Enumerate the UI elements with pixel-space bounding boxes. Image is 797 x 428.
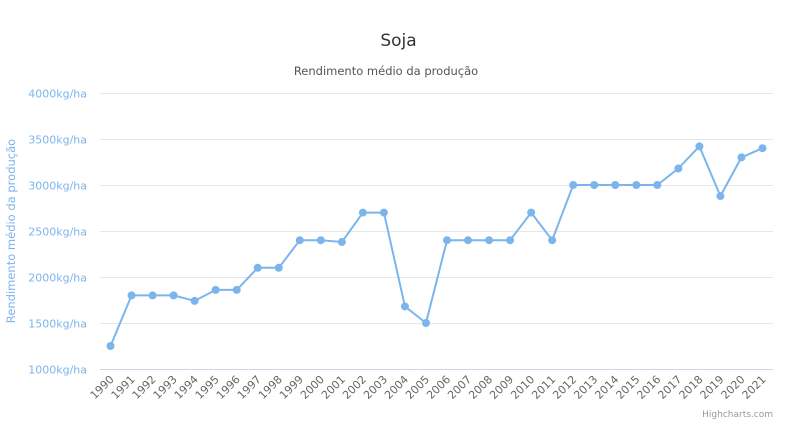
credits-link[interactable]: Highcharts.com bbox=[702, 410, 773, 420]
data-point-1993[interactable] bbox=[169, 291, 178, 300]
data-point-1991[interactable] bbox=[127, 291, 136, 300]
data-point-2017[interactable] bbox=[674, 164, 683, 173]
data-point-2013[interactable] bbox=[590, 181, 599, 189]
chart-subtitle: Rendimento médio da produção bbox=[294, 64, 478, 78]
data-point-2001[interactable] bbox=[337, 238, 346, 247]
data-point-2015[interactable] bbox=[632, 181, 641, 189]
y-tick-label-4000: 4000kg/ha bbox=[28, 88, 87, 101]
data-point-1999[interactable] bbox=[295, 236, 304, 245]
y-tick-label-3000: 3000kg/ha bbox=[28, 180, 87, 193]
data-point-2009[interactable] bbox=[506, 236, 515, 245]
x-tick-label-2021: 2021 bbox=[740, 373, 769, 402]
data-point-1994[interactable] bbox=[190, 296, 199, 305]
data-point-2020[interactable] bbox=[737, 153, 746, 162]
y-tick-label-3500: 3500kg/ha bbox=[28, 134, 87, 147]
y-tick-label-2500: 2500kg/ha bbox=[28, 226, 87, 239]
y-axis-title: Rendimento médio da produção bbox=[4, 139, 18, 323]
series-soja bbox=[106, 142, 767, 350]
series-line bbox=[109, 145, 764, 347]
y-axis-tick-labels: 1000kg/ha 1500kg/ha 2000kg/ha 2500kg/ha 3000… bbox=[28, 88, 87, 377]
data-point-1990[interactable] bbox=[106, 342, 115, 350]
data-point-1997[interactable] bbox=[253, 263, 262, 272]
data-point-2008[interactable] bbox=[485, 236, 494, 245]
data-point-2004[interactable] bbox=[400, 302, 409, 311]
data-point-1996[interactable] bbox=[232, 285, 241, 294]
gridlines bbox=[100, 93, 773, 324]
y-tick-label-2000: 2000kg/ha bbox=[28, 272, 87, 285]
data-point-1992[interactable] bbox=[148, 291, 157, 300]
chart-title: Soja bbox=[380, 31, 416, 51]
data-point-1995[interactable] bbox=[211, 285, 220, 294]
data-point-2000[interactable] bbox=[316, 236, 325, 245]
data-point-2010[interactable] bbox=[527, 208, 536, 217]
x-axis-tick-labels: 1990199119921993199419951996199719981999… bbox=[88, 373, 769, 402]
y-tick-label-1000: 1000kg/ha bbox=[28, 364, 87, 377]
y-tick-label-1500: 1500kg/ha bbox=[28, 318, 87, 331]
data-point-2012[interactable] bbox=[569, 181, 578, 189]
data-point-2005[interactable] bbox=[421, 319, 430, 327]
data-point-2014[interactable] bbox=[611, 181, 620, 189]
data-point-1998[interactable] bbox=[274, 263, 283, 272]
data-point-2002[interactable] bbox=[358, 208, 367, 217]
data-point-2019[interactable] bbox=[716, 192, 725, 201]
data-point-2021[interactable] bbox=[758, 144, 767, 153]
data-point-2007[interactable] bbox=[464, 236, 473, 245]
data-point-2018[interactable] bbox=[695, 142, 704, 151]
data-point-2016[interactable] bbox=[653, 181, 662, 189]
data-point-2011[interactable] bbox=[548, 236, 557, 245]
data-point-2003[interactable] bbox=[379, 208, 388, 217]
data-point-2006[interactable] bbox=[443, 236, 452, 245]
